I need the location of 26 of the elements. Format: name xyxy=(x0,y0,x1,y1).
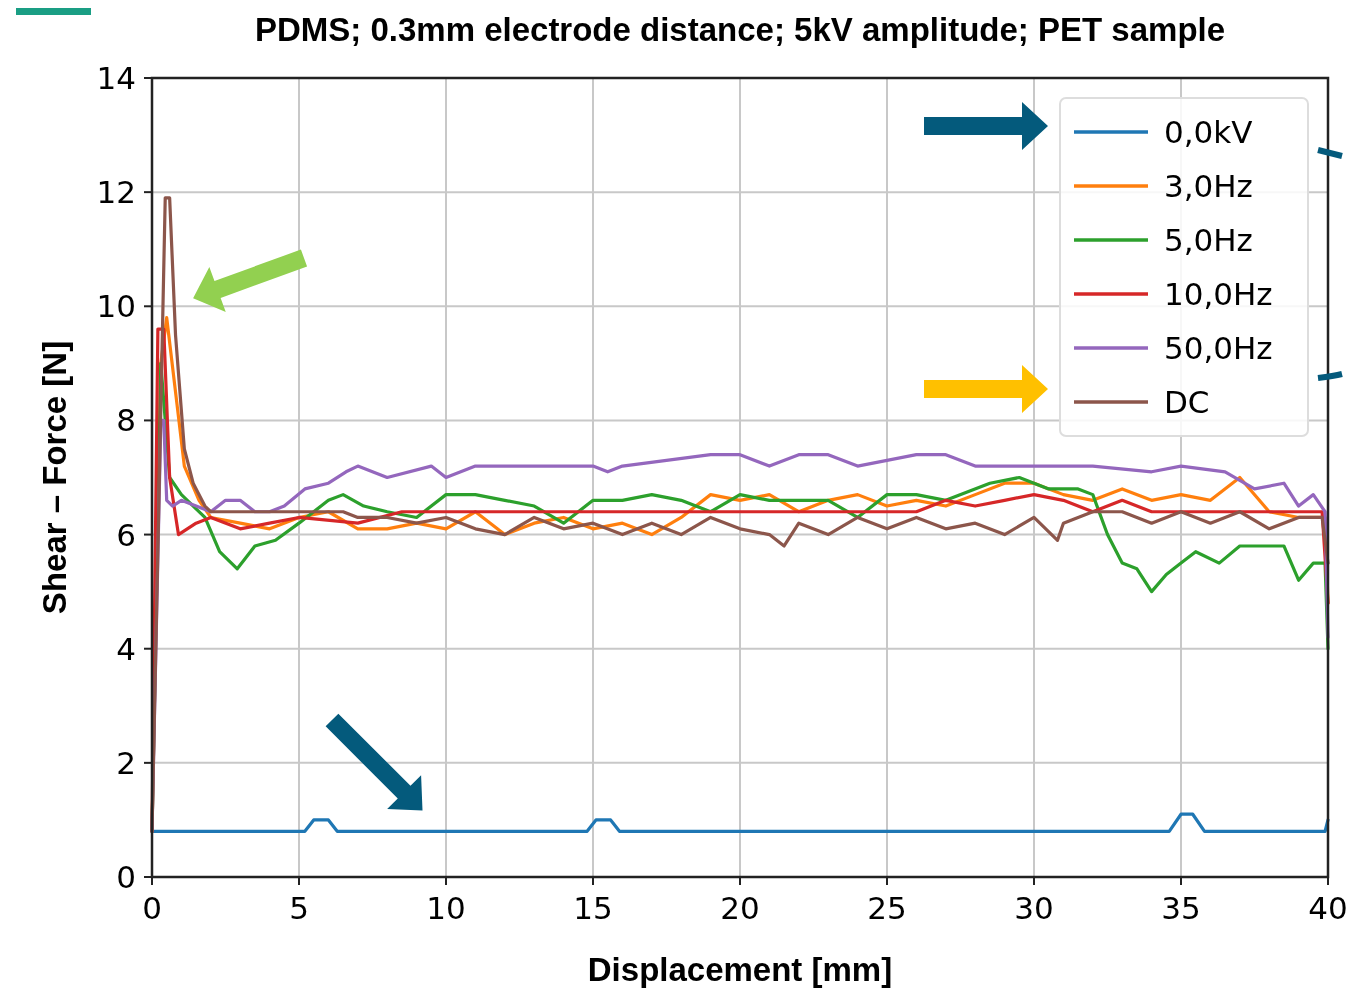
x-tick-label: 15 xyxy=(573,890,613,926)
legend-label: 10,0Hz xyxy=(1164,276,1273,312)
legend-label: 3,0Hz xyxy=(1164,168,1253,204)
y-tick-label: 8 xyxy=(116,402,136,439)
x-tick-label: 5 xyxy=(289,890,309,926)
y-tick-label: 6 xyxy=(116,516,136,553)
y-tick-label: 4 xyxy=(116,630,136,667)
y-tick-label: 0 xyxy=(116,859,136,895)
x-tick-label: 10 xyxy=(426,890,466,926)
y-tick-label: 12 xyxy=(96,174,136,211)
x-tick-label: 25 xyxy=(867,890,907,926)
y-tick-label: 2 xyxy=(116,744,136,781)
x-tick-label: 40 xyxy=(1308,890,1348,926)
y-tick-label: 14 xyxy=(96,60,136,96)
y-axis-title: Shear – Force [N] xyxy=(36,340,73,615)
x-tick-label: 0 xyxy=(142,890,162,926)
x-axis-title: Displacement [mm] xyxy=(587,951,893,988)
x-tick-label: 35 xyxy=(1161,890,1201,926)
chart-title: PDMS; 0.3mm electrode distance; 5kV amplitude; PET sample xyxy=(254,11,1226,48)
legend-label: 50,0Hz xyxy=(1164,330,1273,366)
x-tick-label: 30 xyxy=(1014,890,1054,926)
y-tick-label: 10 xyxy=(96,288,136,325)
x-tick-label: 20 xyxy=(720,890,760,926)
legend-label: 0,0kV xyxy=(1164,114,1253,150)
legend-label: 5,0Hz xyxy=(1164,222,1253,258)
legend-label: DC xyxy=(1164,384,1210,420)
